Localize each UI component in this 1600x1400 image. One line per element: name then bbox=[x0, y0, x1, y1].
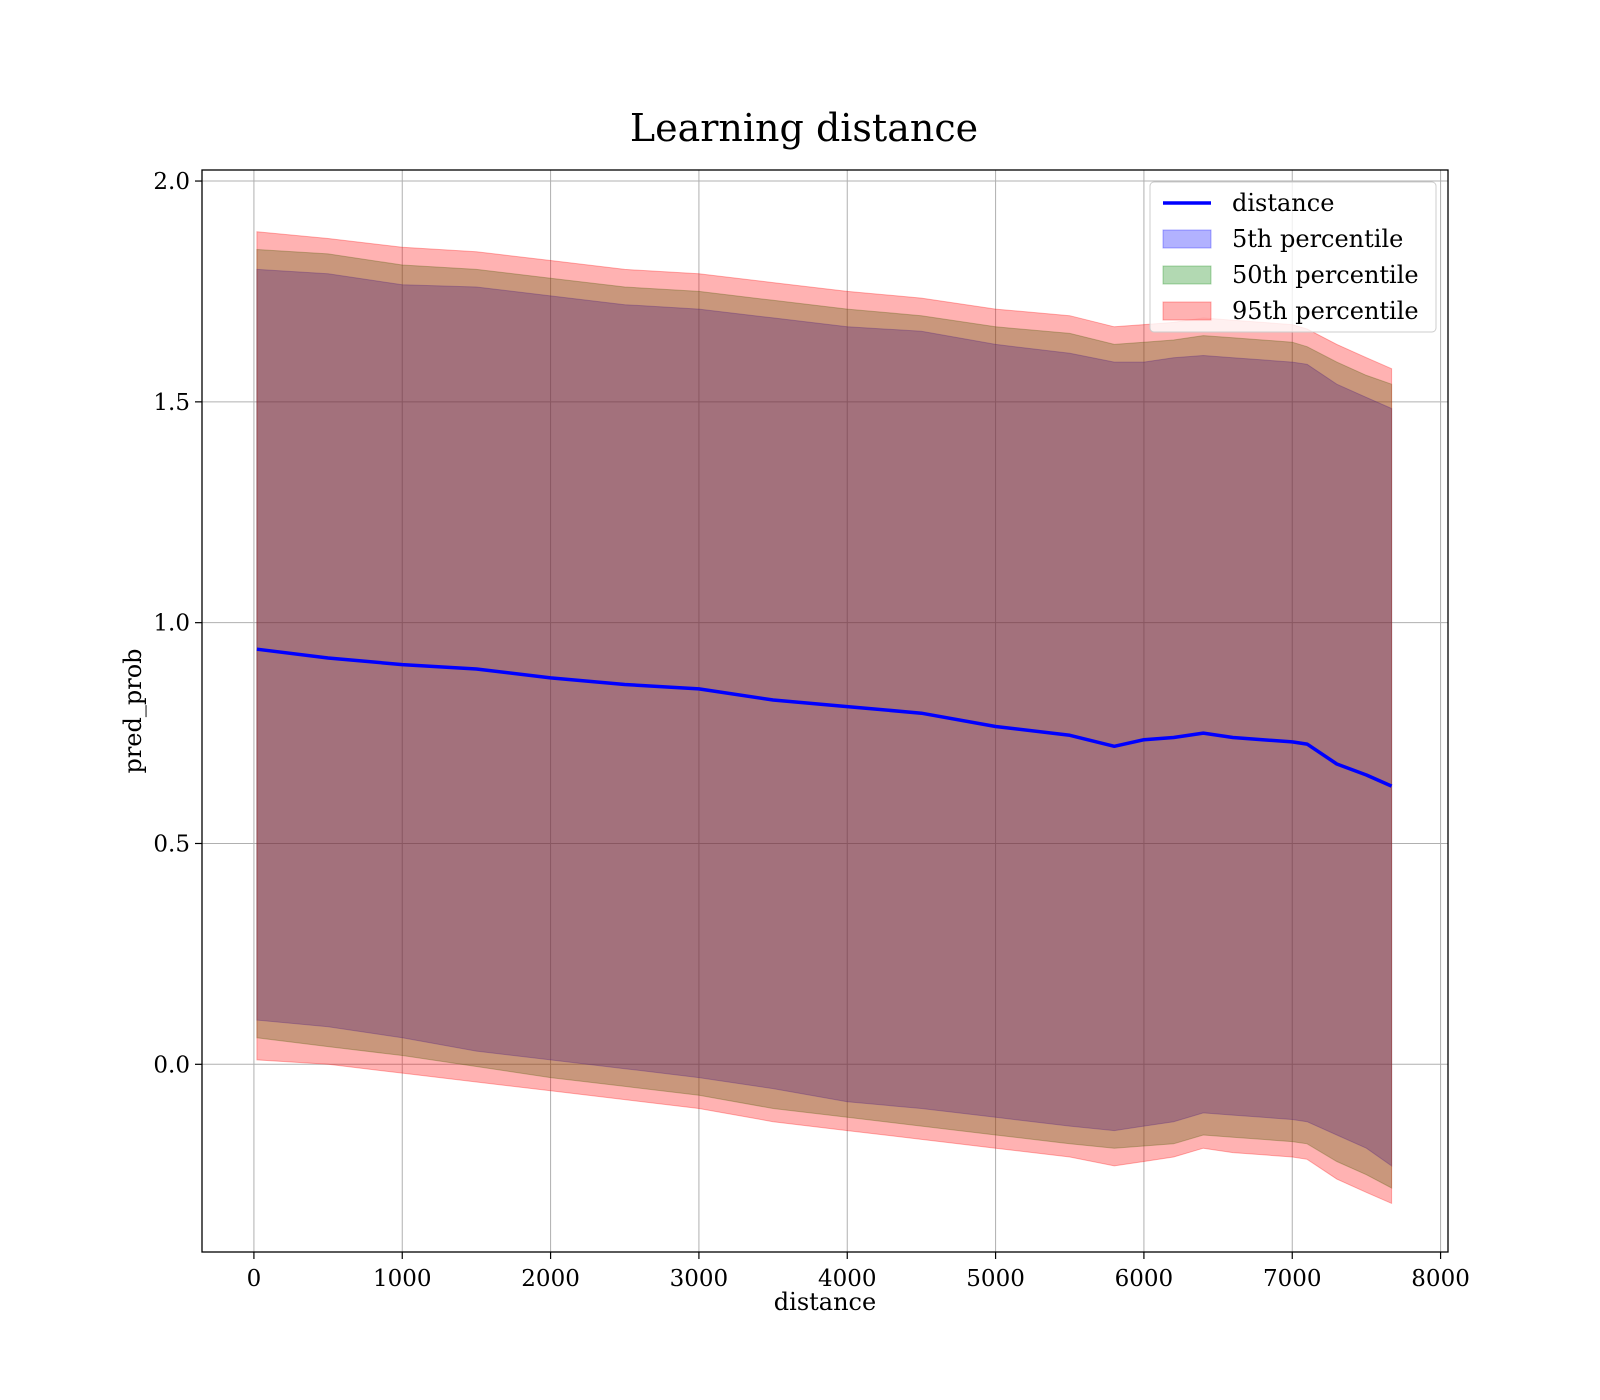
plot-frame bbox=[201, 169, 1449, 1253]
plot-area: 0 1000 2000 3000 4000 5000 6000 7000 8000 0.0 0.5… bbox=[153, 169, 1469, 1292]
legend-swatch-95th-percentile bbox=[1162, 301, 1212, 321]
grid-lines bbox=[202, 170, 1448, 1252]
legend-box bbox=[1149, 181, 1437, 333]
plot-background bbox=[202, 170, 1448, 1252]
x-tick-label: 2000 bbox=[521, 1266, 580, 1292]
legend-swatch-50th-percentile bbox=[1162, 265, 1212, 285]
line-distance bbox=[256, 647, 1393, 788]
band-5th-percentile bbox=[256, 268, 1393, 1167]
y-tick-label: 1.5 bbox=[153, 390, 190, 416]
legend-label-5th-percentile: 5th percentile bbox=[1232, 225, 1403, 253]
x-tick-label: 4000 bbox=[818, 1266, 877, 1292]
legend-label-50th-percentile: 50th percentile bbox=[1232, 261, 1419, 289]
y-axis-label: pred_prob bbox=[119, 648, 147, 773]
x-tick-label: 5000 bbox=[966, 1266, 1025, 1292]
x-axis-label: distance bbox=[774, 1288, 876, 1316]
band-95th-percentile bbox=[256, 231, 1393, 1205]
legend: distance 5th percentile 50th percentile 95t… bbox=[1149, 181, 1437, 333]
x-tick-label: 6000 bbox=[1115, 1266, 1174, 1292]
y-tick-label: 0.0 bbox=[153, 1052, 190, 1078]
percentile-bands bbox=[256, 231, 1393, 1205]
series-lines bbox=[256, 647, 1393, 788]
legend-label-distance: distance bbox=[1232, 189, 1334, 217]
x-tick-label: 8000 bbox=[1411, 1266, 1470, 1292]
x-tick-label: 3000 bbox=[670, 1266, 729, 1292]
legend-swatch-5th-percentile bbox=[1162, 229, 1212, 249]
x-axis-ticks: 0 1000 2000 3000 4000 5000 6000 7000 8000 bbox=[247, 1252, 1470, 1292]
x-tick-label: 7000 bbox=[1263, 1266, 1322, 1292]
y-tick-label: 2.0 bbox=[153, 169, 190, 195]
legend-label-95th-percentile: 95th percentile bbox=[1232, 297, 1419, 325]
band-50th-percentile bbox=[256, 248, 1393, 1189]
y-tick-label: 1.0 bbox=[153, 611, 190, 637]
y-tick-label: 0.5 bbox=[153, 831, 190, 857]
x-tick-label: 1000 bbox=[373, 1266, 432, 1292]
y-axis-ticks: 0.0 0.5 1.0 1.5 2.0 bbox=[153, 169, 202, 1078]
x-tick-label: 0 bbox=[247, 1266, 262, 1292]
chart-title: Learning distance bbox=[630, 106, 978, 150]
